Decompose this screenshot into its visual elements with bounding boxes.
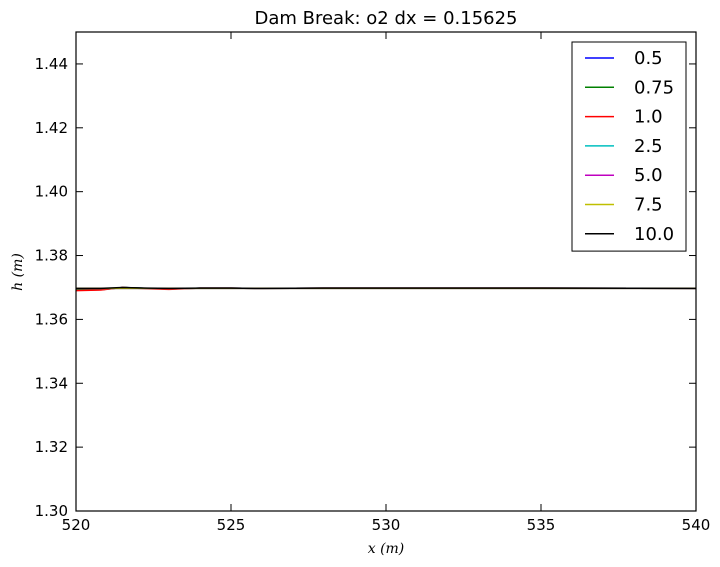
plot-area bbox=[75, 286, 697, 292]
series-line-10.0 bbox=[76, 286, 697, 290]
x-tick-label: 530 bbox=[372, 516, 401, 534]
x-axis-label: x (m) bbox=[368, 541, 405, 557]
legend-label: 10.0 bbox=[634, 224, 674, 245]
axes: 520 525 530 535 540 1.30 1.32 1.34 1.36 1.38 1.40 1… bbox=[35, 32, 711, 534]
legend: 0.5 0.75 1.0 2.5 5.0 7.5 10.0 bbox=[571, 41, 687, 252]
x-tick-label: 525 bbox=[217, 516, 246, 534]
y-tick-label: 1.32 bbox=[35, 438, 68, 456]
legend-label: 5.0 bbox=[634, 165, 663, 186]
y-tick-label: 1.40 bbox=[35, 183, 68, 201]
legend-label: 0.5 bbox=[634, 48, 663, 69]
y-tick-label: 1.30 bbox=[35, 502, 68, 520]
legend-label: 2.5 bbox=[634, 136, 663, 157]
y-tick-label: 1.36 bbox=[35, 310, 68, 328]
x-tick-label: 535 bbox=[527, 516, 556, 534]
legend-label: 1.0 bbox=[634, 107, 663, 128]
y-tick-label: 1.38 bbox=[35, 247, 68, 265]
x-tick-label: 520 bbox=[62, 516, 91, 534]
x-tick-label: 540 bbox=[682, 516, 711, 534]
y-axis-label: h (m) bbox=[10, 253, 26, 291]
legend-label: 0.75 bbox=[634, 77, 674, 98]
chart-title: Dam Break: o2 dx = 0.15625 bbox=[254, 8, 517, 29]
legend-label: 7.5 bbox=[634, 195, 663, 216]
y-tick-label: 1.44 bbox=[35, 55, 68, 73]
y-tick-label: 1.42 bbox=[35, 119, 68, 137]
y-tick-label: 1.34 bbox=[35, 374, 68, 392]
